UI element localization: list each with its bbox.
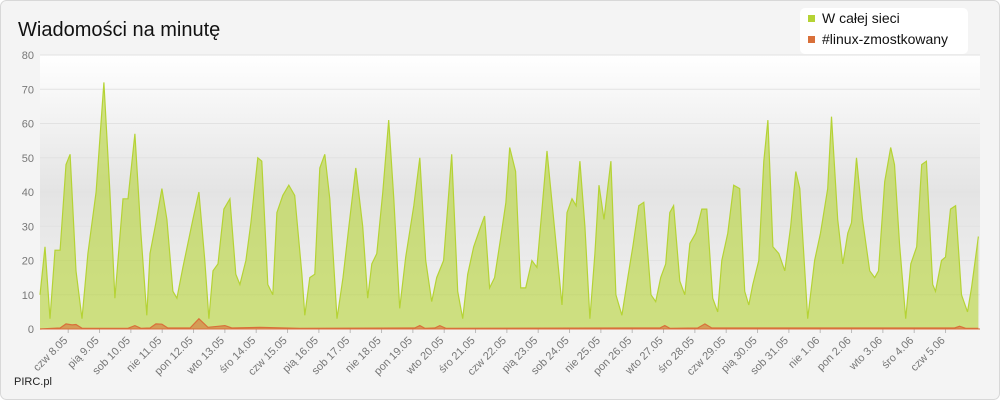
area-line — [39, 82, 979, 319]
y-tick-label: 20 — [22, 256, 34, 268]
source: PIRC.pl — [14, 376, 52, 388]
legend-label: #linux-zmostkowany — [822, 31, 948, 47]
y-tick-label: 60 — [22, 119, 34, 131]
area-line — [39, 317, 979, 330]
y-tick-label: 40 — [22, 187, 34, 199]
area-fill — [40, 318, 979, 329]
y-tick-label: 80 — [22, 50, 34, 62]
y-tick-label: 50 — [22, 153, 34, 165]
y-tick-label: 30 — [22, 221, 34, 233]
y-tick-label: 0 — [28, 324, 34, 336]
legend-label: W całej sieci — [822, 10, 900, 26]
legend-swatch — [808, 36, 815, 43]
legend-box — [800, 8, 968, 54]
legend-swatch — [808, 15, 815, 22]
y-tick-label: 70 — [22, 84, 34, 96]
y-tick-label: 10 — [22, 290, 34, 302]
chart-title: Wiadomości na minutę — [18, 19, 220, 41]
